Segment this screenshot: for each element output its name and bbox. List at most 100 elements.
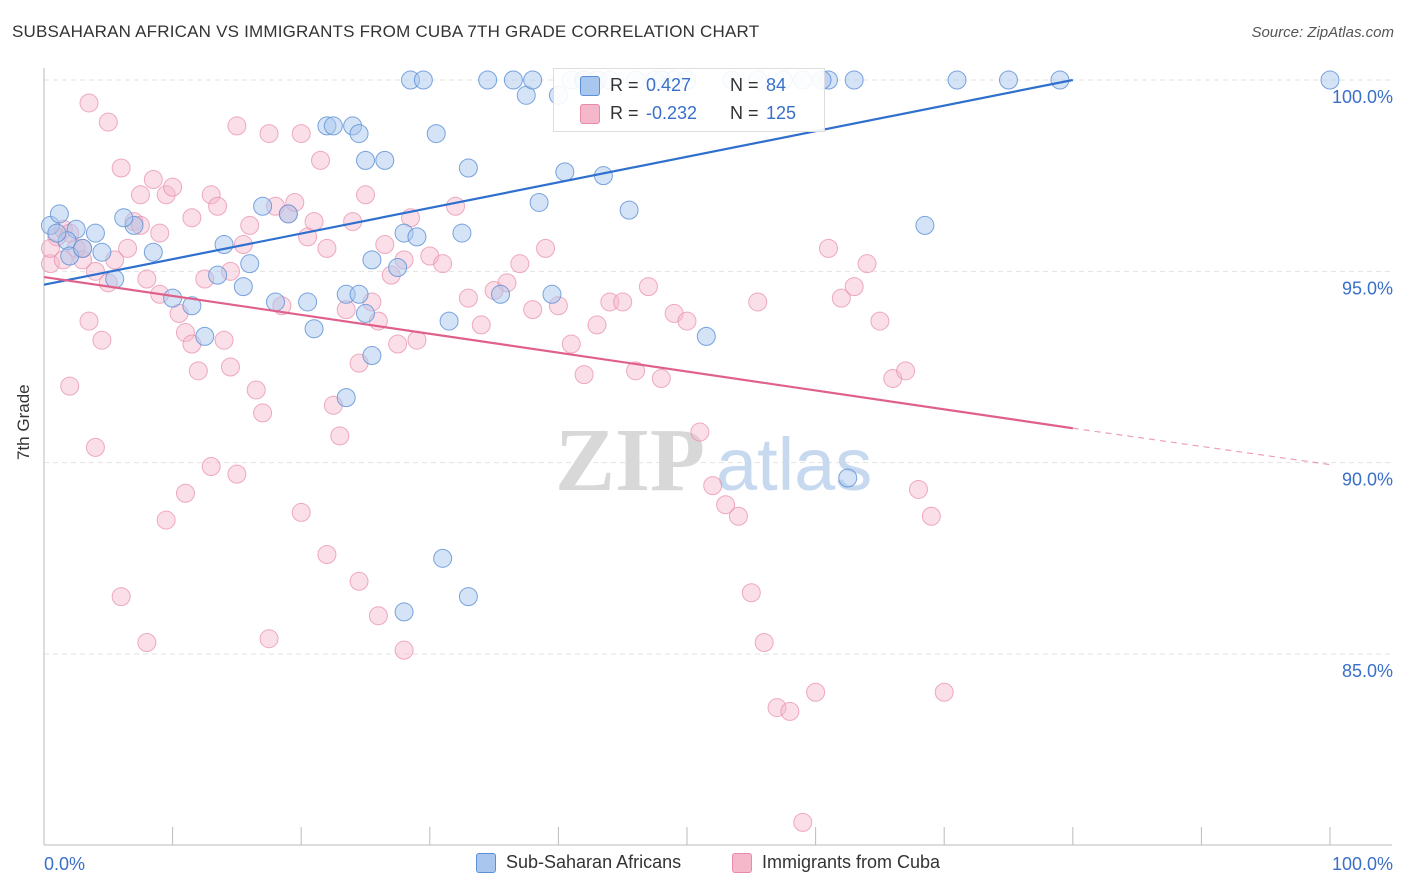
data-point-cuba (291, 124, 311, 144)
data-point-cuba (220, 357, 240, 377)
data-point-sub-saharan (452, 223, 472, 243)
data-point-cuba (163, 177, 183, 197)
legend-swatch-pink (580, 104, 600, 124)
tick-labels: 85.0% 90.0% 95.0% 100.0% 0.0% 100.0% (44, 87, 1393, 874)
data-point-cuba (857, 254, 877, 274)
data-point-cuba (831, 288, 851, 308)
data-point-sub-saharan (349, 284, 369, 304)
data-point-cuba (208, 196, 228, 216)
data-point-sub-saharan (362, 250, 382, 270)
data-point-sub-saharan (362, 346, 382, 366)
data-point-cuba (870, 311, 890, 331)
data-point-cuba (137, 269, 157, 289)
watermark-atlas: atlas (716, 423, 872, 506)
data-point-sub-saharan (844, 70, 864, 90)
data-point-sub-saharan (388, 258, 408, 278)
data-point-sub-saharan (208, 265, 228, 285)
data-point-cuba (433, 254, 453, 274)
data-point-cuba (818, 238, 838, 258)
y-tick-label: 85.0% (1342, 661, 1393, 681)
data-point-cuba (253, 403, 273, 423)
trend-line-cuba-extrapolated (1072, 427, 1331, 466)
data-point-cuba (388, 334, 408, 354)
data-point-cuba (748, 292, 768, 312)
data-point-cuba (85, 437, 105, 457)
legend-item-cuba: Immigrants from Cuba (732, 852, 940, 873)
data-point-cuba (156, 510, 176, 530)
y-axis-label: 7th Grade (14, 384, 33, 460)
data-point-sub-saharan (49, 204, 69, 224)
data-point-sub-saharan (233, 277, 253, 297)
data-point-sub-saharan (696, 326, 716, 346)
data-point-cuba (626, 361, 646, 381)
data-point-cuba (368, 606, 388, 626)
data-point-cuba (574, 365, 594, 385)
data-point-cuba (175, 323, 195, 343)
data-point-cuba (793, 812, 813, 832)
data-point-cuba (638, 277, 658, 297)
data-point-cuba (214, 330, 234, 350)
data-point-cuba (201, 456, 221, 476)
data-point-cuba (754, 633, 774, 653)
trend-lines (43, 78, 1331, 466)
data-point-cuba (291, 502, 311, 522)
data-point-cuba (227, 116, 247, 136)
data-point-sub-saharan (542, 284, 562, 304)
data-point-cuba (118, 238, 138, 258)
data-point-cuba (780, 701, 800, 721)
data-point-sub-saharan (356, 150, 375, 170)
legend-swatch-blue (476, 852, 496, 873)
data-point-sub-saharan (323, 116, 343, 136)
data-point-sub-saharan (278, 204, 298, 224)
data-point-sub-saharan (349, 124, 369, 144)
data-point-cuba (767, 698, 787, 718)
data-point-cuba (394, 640, 414, 660)
chart-title: SUBSAHARAN AFRICAN VS IMMIGRANTS FROM CU… (12, 22, 760, 41)
data-point-sub-saharan (433, 548, 453, 568)
legend-n-value: 84 (766, 75, 787, 95)
legend-item-sub-saharan: Sub-Saharan Africans (476, 852, 681, 873)
data-point-cuba (728, 506, 748, 526)
data-point-cuba (240, 215, 260, 235)
data-point-sub-saharan (298, 292, 318, 312)
data-point-cuba (330, 426, 350, 446)
data-point-cuba (98, 112, 118, 132)
data-point-sub-saharan (619, 200, 639, 220)
data-point-cuba (921, 506, 941, 526)
data-point-cuba (60, 376, 80, 396)
data-point-sub-saharan (1320, 70, 1340, 90)
data-point-cuba (356, 185, 375, 205)
data-point-cuba (79, 93, 99, 113)
data-point-sub-saharan (413, 70, 433, 90)
data-point-cuba (741, 583, 761, 603)
data-point-sub-saharan (555, 162, 575, 182)
data-point-cuba (446, 196, 466, 216)
data-point-cuba (703, 476, 723, 496)
watermark-zip: ZIP (555, 411, 705, 510)
data-point-sub-saharan (426, 124, 446, 144)
data-point-cuba (111, 158, 131, 178)
data-point-sub-saharan (73, 238, 93, 258)
data-point-sub-saharan (143, 242, 163, 262)
data-point-cuba (536, 238, 556, 258)
data-point-sub-saharan (336, 388, 356, 408)
watermark: ZIP atlas (555, 411, 872, 510)
data-point-cuba (651, 368, 671, 388)
legend-label: Sub-Saharan Africans (506, 852, 682, 872)
legend-swatch-blue (580, 76, 600, 96)
data-point-cuba (227, 464, 247, 484)
legend-r-value: 0.427 (646, 75, 692, 95)
data-point-cuba (561, 334, 581, 354)
data-point-cuba (690, 422, 710, 442)
data-point-sub-saharan (85, 223, 105, 243)
data-point-cuba (188, 361, 208, 381)
x-tick-label: 0.0% (44, 854, 85, 874)
data-point-sub-saharan (478, 70, 498, 90)
data-point-cuba (304, 212, 324, 232)
legend-label: Immigrants from Cuba (762, 852, 941, 872)
data-point-cuba (137, 633, 157, 653)
stats-legend: R = 0.427 N = 84 R = -0.232 N = 125 (553, 68, 825, 132)
data-point-cuba (458, 288, 478, 308)
data-point-sub-saharan (503, 70, 523, 90)
